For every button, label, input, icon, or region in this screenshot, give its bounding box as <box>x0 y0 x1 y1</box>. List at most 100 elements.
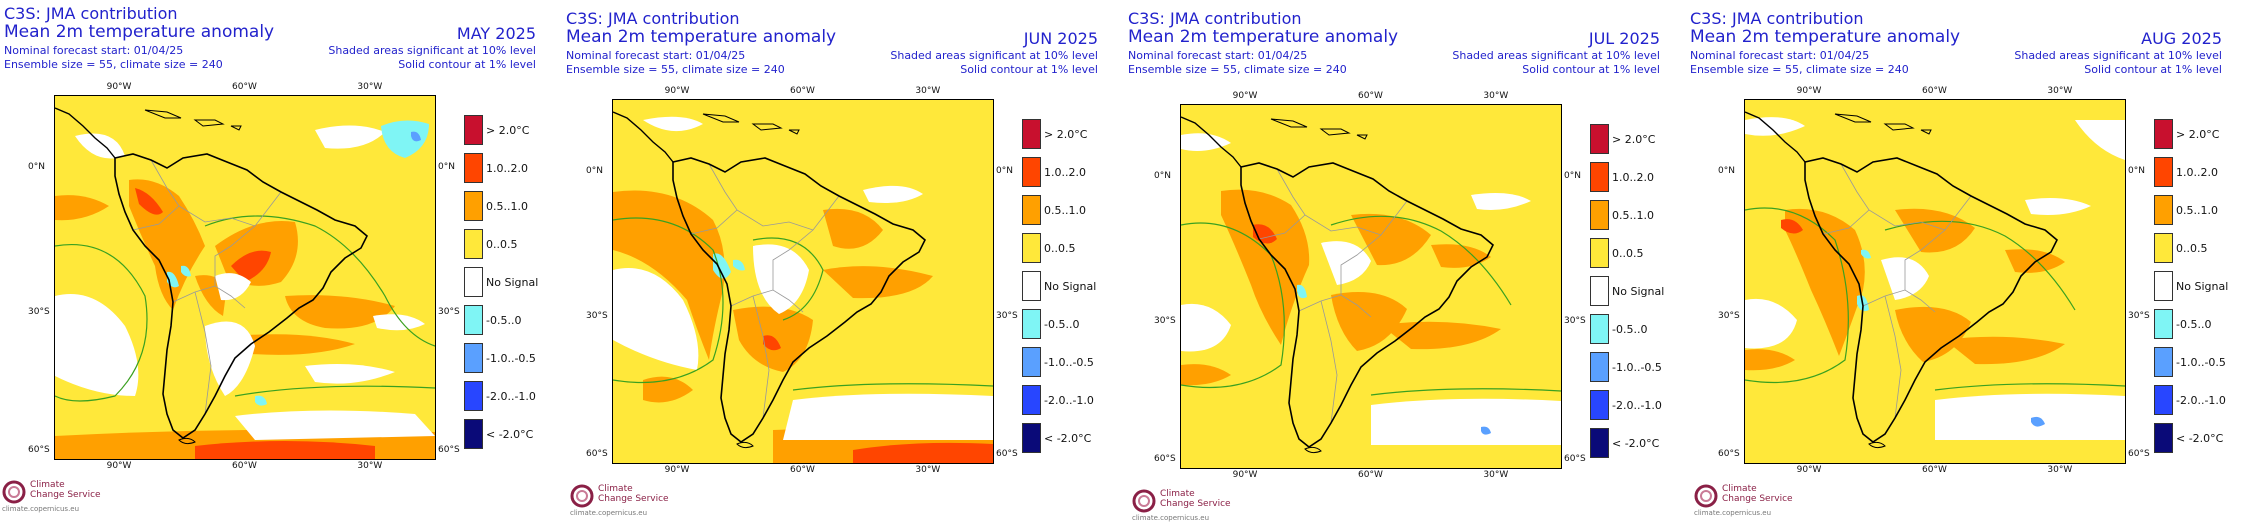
orange-anomaly-region <box>1351 213 1431 266</box>
island-outline <box>1319 128 1351 136</box>
map-canvas <box>1181 105 1561 468</box>
legend-swatch <box>464 419 483 449</box>
legend-item: -2.0..-1.0 <box>464 381 554 411</box>
legend-swatch <box>1590 390 1609 420</box>
copernicus-logo: Climate Change Service climate.copernicus.… <box>1694 482 1804 517</box>
x-tick-top: 60°W <box>232 82 257 92</box>
country-border <box>1840 163 1946 231</box>
white-anomaly-region <box>783 393 993 440</box>
legend-swatch <box>1590 428 1609 458</box>
white-anomaly-region <box>2075 120 2125 160</box>
panel-3: C3S: JMA contribution Mean 2m temperature… <box>1124 0 1686 522</box>
map-canvas <box>613 100 993 463</box>
legend-item: -1.0..-0.5 <box>464 343 554 373</box>
x-tick-bottom: 30°W <box>1483 470 1509 480</box>
legend-swatch <box>1590 276 1609 306</box>
orange-anomaly-region <box>643 376 693 403</box>
panel-title: C3S: JMA contribution <box>1128 9 1302 28</box>
legend-swatch <box>464 381 483 411</box>
legend-label: -0.5..0 <box>486 314 522 327</box>
significance-contour <box>1181 222 1285 389</box>
legend-item: -2.0..-1.0 <box>1590 390 1680 420</box>
legend-swatch <box>1022 195 1041 225</box>
island-outline <box>1270 118 1308 128</box>
significance-contour <box>752 237 824 321</box>
legend-label: > 2.0°C <box>486 124 530 137</box>
logo-text-line2: Change Service <box>1160 499 1231 509</box>
orange-anomaly-region <box>1331 292 1407 351</box>
x-tick-bottom: 60°W <box>790 465 815 475</box>
logo-text-line1: Climate <box>1160 489 1195 499</box>
significance-10: Shaded areas significant at 10% level <box>890 49 1098 62</box>
legend-label: -2.0..-1.0 <box>486 390 536 403</box>
legend-swatch <box>464 229 483 259</box>
coastline-central-america <box>1745 111 1806 163</box>
legend-label: 1.0..2.0 <box>1044 166 1086 179</box>
legend-label: No Signal <box>1612 285 1665 298</box>
legend-swatch <box>2154 233 2173 263</box>
anomaly-map <box>612 99 994 464</box>
significance-10: Shaded areas significant at 10% level <box>1452 49 1660 62</box>
white-anomaly-region <box>1471 193 1531 210</box>
legend-item: 0.5..1.0 <box>2154 195 2244 225</box>
white-anomaly-region <box>643 116 703 132</box>
y-tick-right: 30°S <box>996 310 1018 321</box>
island-outline <box>1883 123 1915 131</box>
significance-contour <box>1884 220 2076 311</box>
x-tick-bottom: 30°W <box>915 465 941 475</box>
legend-swatch <box>1590 162 1609 192</box>
panel-1: C3S: JMA contribution Mean 2m temperature… <box>0 0 562 520</box>
logo-url: climate.copernicus.eu <box>570 509 648 517</box>
country-border <box>1822 209 1870 235</box>
tierra-del-fuego <box>1868 441 1886 449</box>
significance-contour <box>1370 388 1561 396</box>
x-tick-top: 60°W <box>790 86 815 96</box>
legend-label: 0..0.5 <box>1612 247 1644 260</box>
x-tick-top: 30°W <box>1483 91 1509 101</box>
legend-label: > 2.0°C <box>2176 128 2220 141</box>
orange-anomaly-region <box>129 179 205 310</box>
legend-label: < -2.0°C <box>486 428 534 441</box>
significance-1: Solid contour at 1% level <box>2084 63 2222 76</box>
significance-1: Solid contour at 1% level <box>960 63 1098 76</box>
logo-text-line1: Climate <box>30 480 65 490</box>
legend-label: 0.5..1.0 <box>2176 204 2218 217</box>
logo-text-line2: Change Service <box>30 490 101 500</box>
island-outline <box>788 129 800 135</box>
white-anomaly-region <box>215 273 251 301</box>
country-border <box>150 159 256 227</box>
legend-swatch <box>1590 314 1609 344</box>
white-anomaly-region <box>1181 303 1231 352</box>
x-tick-top: 30°W <box>357 82 383 92</box>
legend-item: 1.0..2.0 <box>1590 162 1680 192</box>
white-anomaly-region <box>1745 298 1797 349</box>
x-tick-bottom: 60°W <box>1922 465 1947 475</box>
panel-title: C3S: JMA contribution <box>1690 9 1864 28</box>
x-tick-bottom: 30°W <box>357 461 383 471</box>
logo-url: climate.copernicus.eu <box>1132 514 1210 522</box>
logo-url: climate.copernicus.eu <box>1694 509 1772 517</box>
significance-contour <box>204 215 435 347</box>
legend-swatch <box>1022 157 1041 187</box>
white-anomaly-region <box>55 294 139 396</box>
map-canvas <box>55 96 435 459</box>
legend-label: -1.0..-0.5 <box>1612 361 1662 374</box>
country-border <box>690 209 738 235</box>
island-outline <box>230 125 242 131</box>
x-tick-top: 30°W <box>915 86 941 96</box>
legend-item: 0..0.5 <box>1022 233 1112 263</box>
country-border <box>1320 300 1338 424</box>
coastline <box>114 153 368 439</box>
copernicus-logo-icon <box>1694 484 1718 508</box>
anomaly-map <box>1180 104 1562 469</box>
y-tick-left: 60°S <box>28 444 50 455</box>
blue-anomaly-region <box>2031 416 2045 427</box>
legend-item: No Signal <box>1022 271 1112 301</box>
logo-text-line1: Climate <box>1722 484 1757 494</box>
legend-item: 0.5..1.0 <box>1590 200 1680 230</box>
legend-label: 1.0..2.0 <box>486 162 528 175</box>
legend-item: < -2.0°C <box>1022 423 1112 453</box>
legend-swatch <box>2154 347 2173 377</box>
panel-subtitle: Mean 2m temperature anomaly <box>566 27 837 47</box>
y-tick-right: 30°S <box>438 306 460 317</box>
